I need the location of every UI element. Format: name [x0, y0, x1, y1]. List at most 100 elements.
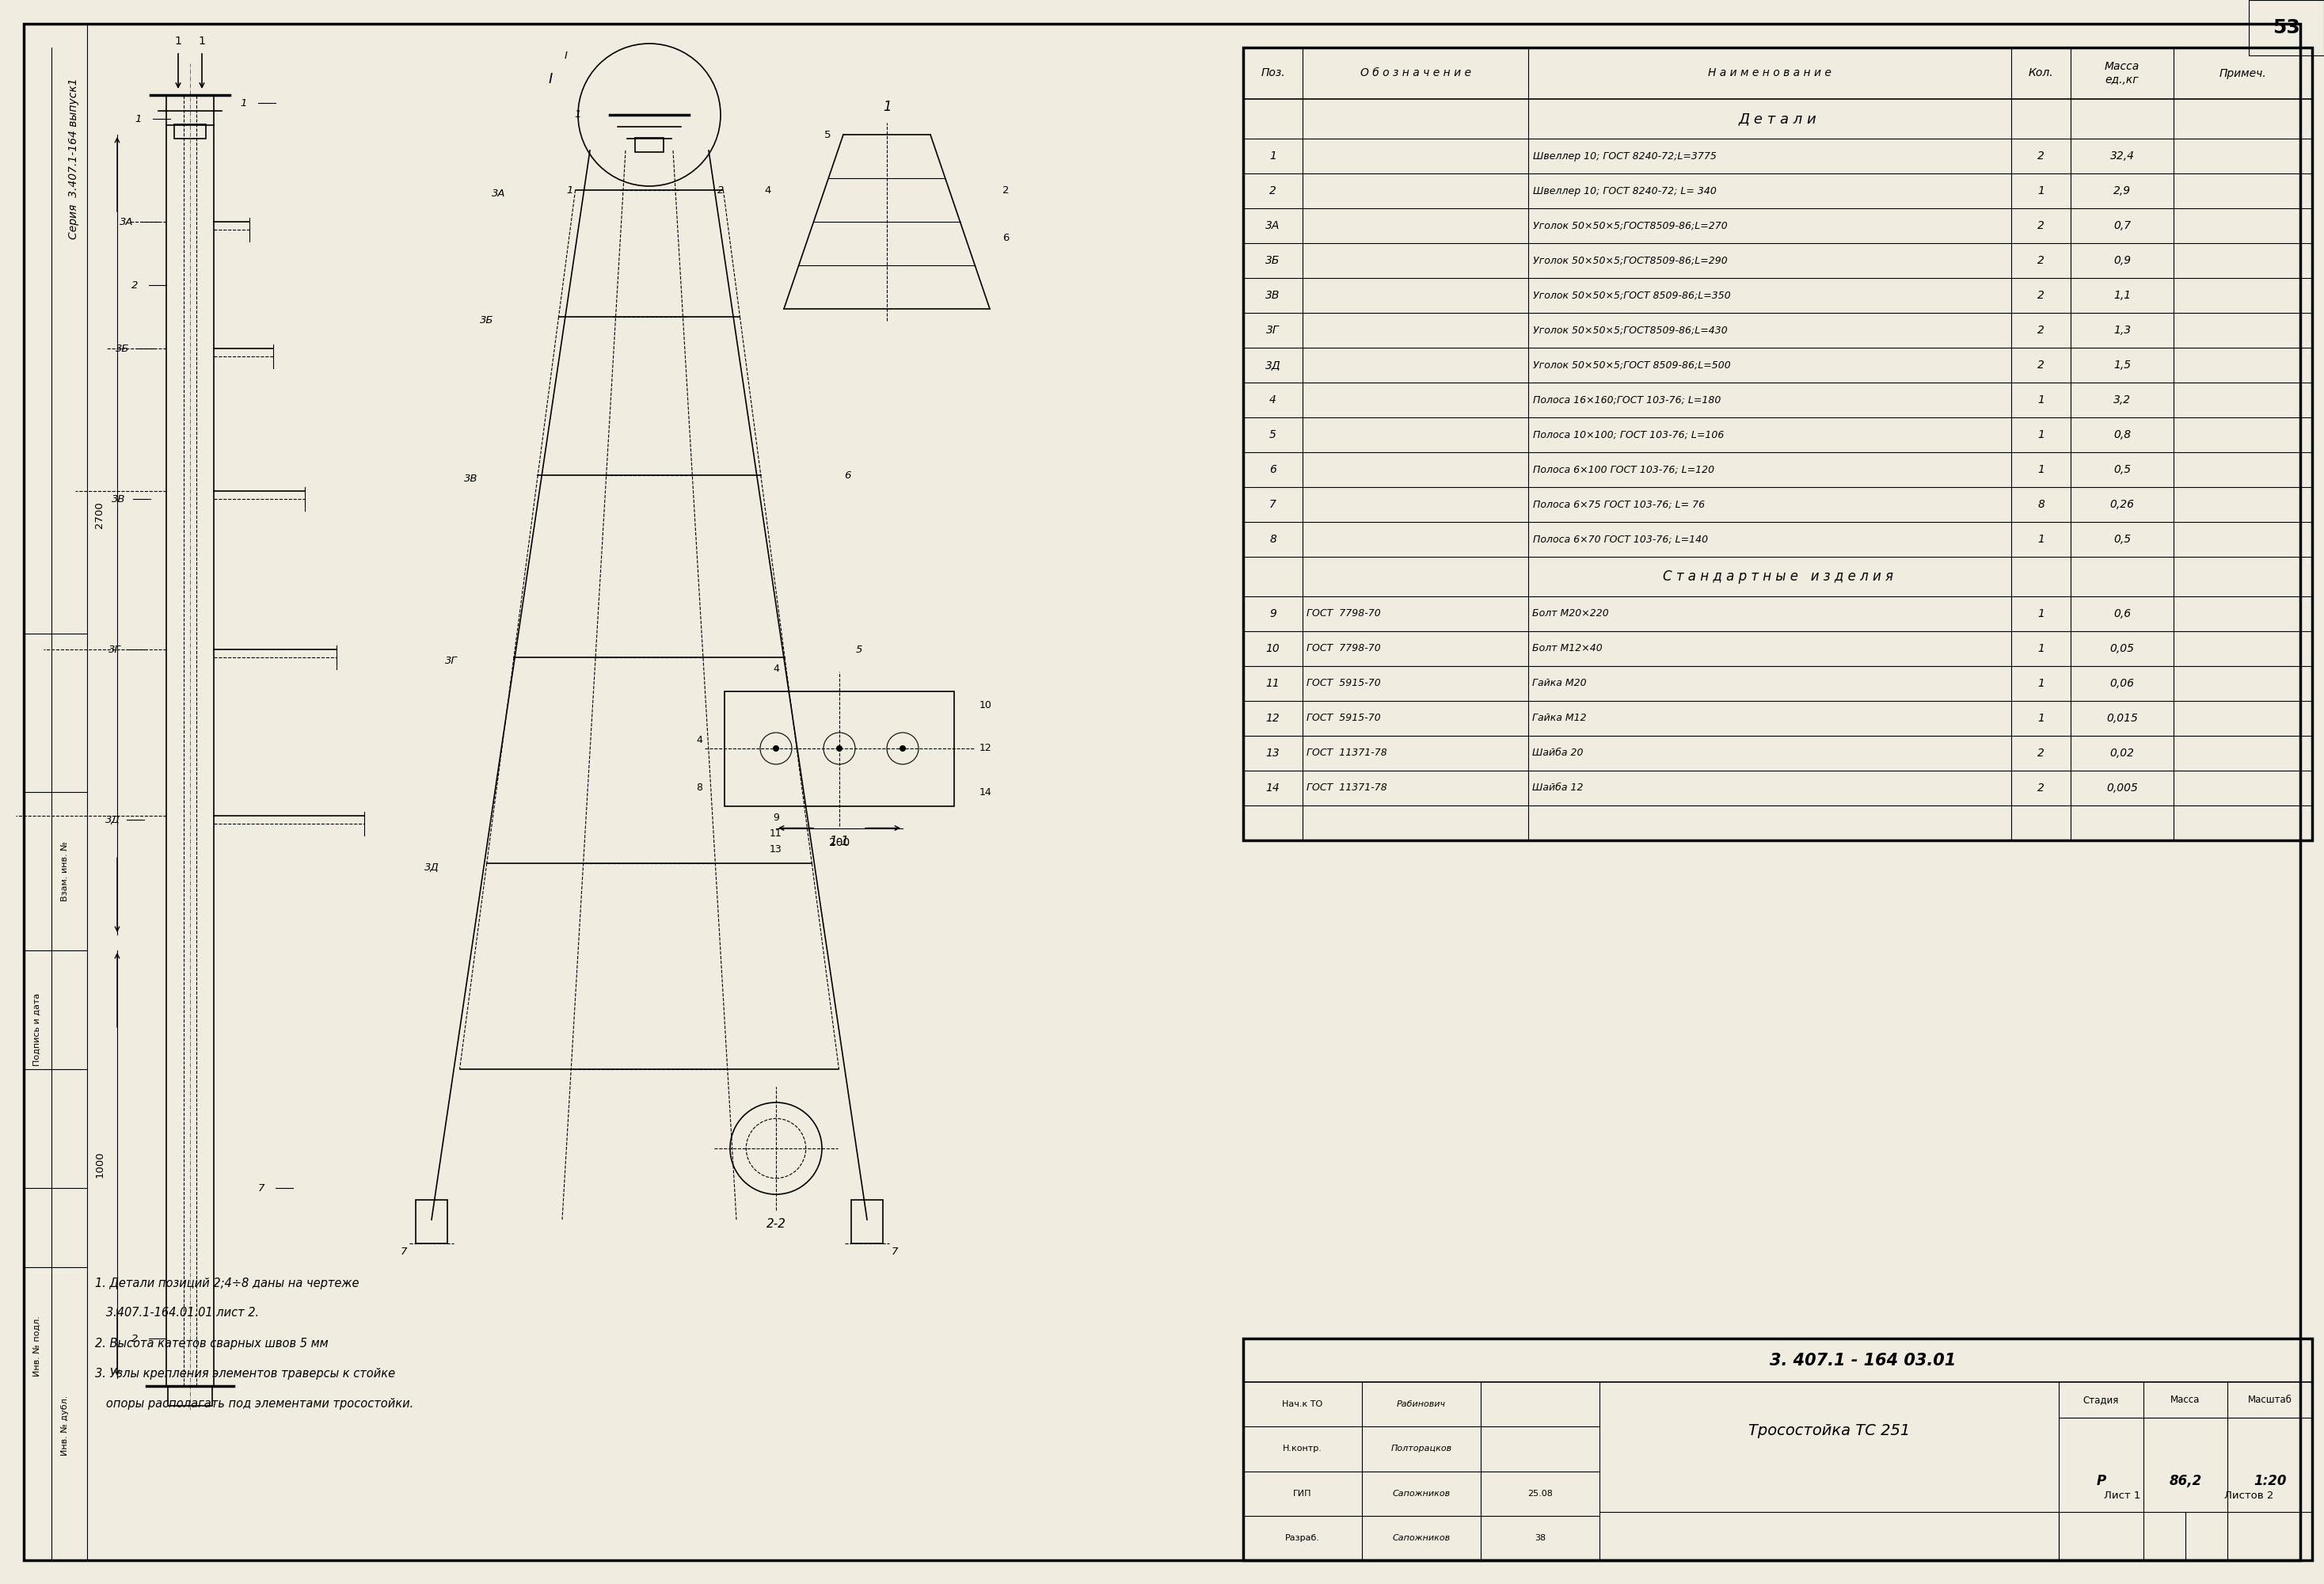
Text: 25.08: 25.08 [1527, 1489, 1552, 1497]
Text: 5: 5 [855, 645, 862, 654]
Bar [634, 138, 665, 152]
Text: 3Г: 3Г [109, 645, 121, 654]
Text: 2: 2 [2038, 748, 2045, 759]
Text: Кол.: Кол. [2029, 68, 2054, 79]
Text: 3А: 3А [493, 188, 507, 200]
Text: ГОСТ  11371-78: ГОСТ 11371-78 [1306, 748, 1387, 759]
Text: 2: 2 [2038, 290, 2045, 301]
Text: 1. Детали позиций 2;4÷8 даны на чертеже: 1. Детали позиций 2;4÷8 даны на чертеже [95, 1277, 360, 1289]
Text: 13: 13 [1267, 748, 1281, 759]
Text: 11: 11 [769, 828, 783, 840]
Text: 7: 7 [400, 1247, 407, 1256]
Text: С т а н д а р т н ы е   и з д е л и я: С т а н д а р т н ы е и з д е л и я [1662, 570, 1892, 583]
Text: 1: 1 [2038, 394, 2045, 406]
Text: Масса: Масса [2171, 1394, 2201, 1405]
Text: Стадия: Стадия [2082, 1394, 2119, 1405]
Text: ГОСТ  5915-70: ГОСТ 5915-70 [1306, 678, 1380, 689]
Bar [416, 1201, 449, 1243]
Text: Масса
ед.,кг: Масса ед.,кг [2106, 62, 2140, 86]
Text: 3В: 3В [465, 474, 479, 485]
Text: 0,02: 0,02 [2110, 748, 2133, 759]
Text: 3Б: 3Б [116, 344, 130, 353]
Text: 2700: 2700 [95, 502, 105, 527]
Text: Н.контр.: Н.контр. [1283, 1445, 1322, 1453]
Text: 12: 12 [1267, 713, 1281, 724]
Text: 11: 11 [1267, 678, 1281, 689]
Text: 1: 1 [574, 109, 581, 120]
Text: Полоса 16×160;ГОСТ 103-76; L=180: Полоса 16×160;ГОСТ 103-76; L=180 [1534, 394, 1722, 406]
Text: 0,015: 0,015 [2106, 713, 2138, 724]
Text: Взам. инв. №: Взам. инв. № [60, 841, 70, 901]
Text: Болт М12×40: Болт М12×40 [1532, 643, 1604, 654]
Text: 3,2: 3,2 [2113, 394, 2131, 406]
Text: Швеллер 10; ГОСТ 8240-72;L=3775: Швеллер 10; ГОСТ 8240-72;L=3775 [1534, 150, 1717, 162]
Text: Полторацков: Полторацков [1390, 1445, 1452, 1453]
Text: 3. 407.1 - 164 03.01: 3. 407.1 - 164 03.01 [1771, 1353, 1957, 1369]
Circle shape [837, 746, 844, 752]
Bar [167, 1386, 211, 1407]
Text: 5: 5 [1269, 429, 1276, 440]
Text: 5: 5 [825, 130, 830, 139]
Text: Инв. № подл.: Инв. № подл. [33, 1316, 42, 1376]
Text: 12: 12 [981, 743, 992, 754]
Text: 2: 2 [2038, 325, 2045, 336]
Text: 1: 1 [198, 35, 205, 46]
Text: 1000: 1000 [95, 1152, 105, 1177]
Text: 2. Высота катетов сварных швов 5 мм: 2. Высота катетов сварных швов 5 мм [95, 1337, 328, 1350]
Text: 2: 2 [2038, 150, 2045, 162]
Circle shape [899, 746, 906, 752]
Text: 2: 2 [2038, 255, 2045, 266]
Text: Лист 1: Лист 1 [2103, 1491, 2140, 1502]
Text: Примеч.: Примеч. [2219, 68, 2266, 79]
Text: 8: 8 [1269, 534, 1276, 545]
Text: 1: 1 [2038, 429, 2045, 440]
Text: 1: 1 [1269, 150, 1276, 162]
Text: 1: 1 [2038, 608, 2045, 619]
Text: ГОСТ  7798-70: ГОСТ 7798-70 [1306, 608, 1380, 619]
Text: Сапожников: Сапожников [1392, 1489, 1450, 1497]
Text: Листов 2: Листов 2 [2224, 1491, 2273, 1502]
Text: 7: 7 [258, 1183, 265, 1193]
Text: Шайба 12: Шайба 12 [1532, 782, 1583, 794]
Text: 2: 2 [2038, 782, 2045, 794]
Bar [2250, 0, 2324, 55]
Text: Нач.к ТО: Нач.к ТО [1283, 1400, 1322, 1408]
Text: Уголок 50×50×5;ГОСТ 8509-86;L=500: Уголок 50×50×5;ГОСТ 8509-86;L=500 [1534, 360, 1731, 371]
Text: 1: 1 [2038, 713, 2045, 724]
Text: 14: 14 [981, 787, 992, 797]
Text: 0,06: 0,06 [2110, 678, 2133, 689]
Bar [851, 1201, 883, 1243]
Text: 6: 6 [844, 470, 851, 480]
Text: опоры располагать под элементами тросостойки.: опоры располагать под элементами тросост… [95, 1397, 414, 1410]
Text: 4: 4 [765, 185, 772, 195]
Bar [725, 691, 955, 806]
Text: Рабинович: Рабинович [1397, 1400, 1446, 1408]
Text: 3.407.1-164.01.01 лист 2.: 3.407.1-164.01.01 лист 2. [95, 1307, 258, 1319]
Text: 0,5: 0,5 [2113, 464, 2131, 475]
Text: 2,9: 2,9 [2113, 185, 2131, 196]
Text: 0,5: 0,5 [2113, 534, 2131, 545]
Text: 1,1: 1,1 [2113, 290, 2131, 301]
Text: Полоса 6×100 ГОСТ 103-76; L=120: Полоса 6×100 ГОСТ 103-76; L=120 [1534, 464, 1715, 475]
Text: ГИП: ГИП [1292, 1489, 1311, 1497]
Text: 86,2: 86,2 [2168, 1473, 2201, 1489]
Bar [1243, 48, 2312, 840]
Text: 6: 6 [1269, 464, 1276, 475]
Text: 3Б: 3Б [1267, 255, 1281, 266]
Text: 3Д: 3Д [423, 862, 439, 873]
Text: I: I [565, 51, 567, 60]
Text: Подпись и дата: Подпись и дата [33, 993, 42, 1066]
Text: 1,3: 1,3 [2113, 325, 2131, 336]
Text: Полоса 6×70 ГОСТ 103-76; L=140: Полоса 6×70 ГОСТ 103-76; L=140 [1534, 534, 1708, 545]
Text: Поз.: Поз. [1260, 68, 1285, 79]
Text: Болт М20×220: Болт М20×220 [1532, 608, 1608, 619]
Text: 4: 4 [697, 735, 702, 746]
Text: 1: 1 [883, 100, 890, 114]
Text: 2: 2 [1002, 185, 1009, 195]
Text: 6: 6 [1002, 233, 1009, 242]
Text: 9: 9 [1269, 608, 1276, 619]
Text: Масштаб: Масштаб [2247, 1394, 2291, 1405]
Text: Уголок 50×50×5;ГОСТ 8509-86;L=350: Уголок 50×50×5;ГОСТ 8509-86;L=350 [1534, 290, 1731, 301]
Text: 7: 7 [892, 1247, 897, 1256]
Text: 0,26: 0,26 [2110, 499, 2133, 510]
